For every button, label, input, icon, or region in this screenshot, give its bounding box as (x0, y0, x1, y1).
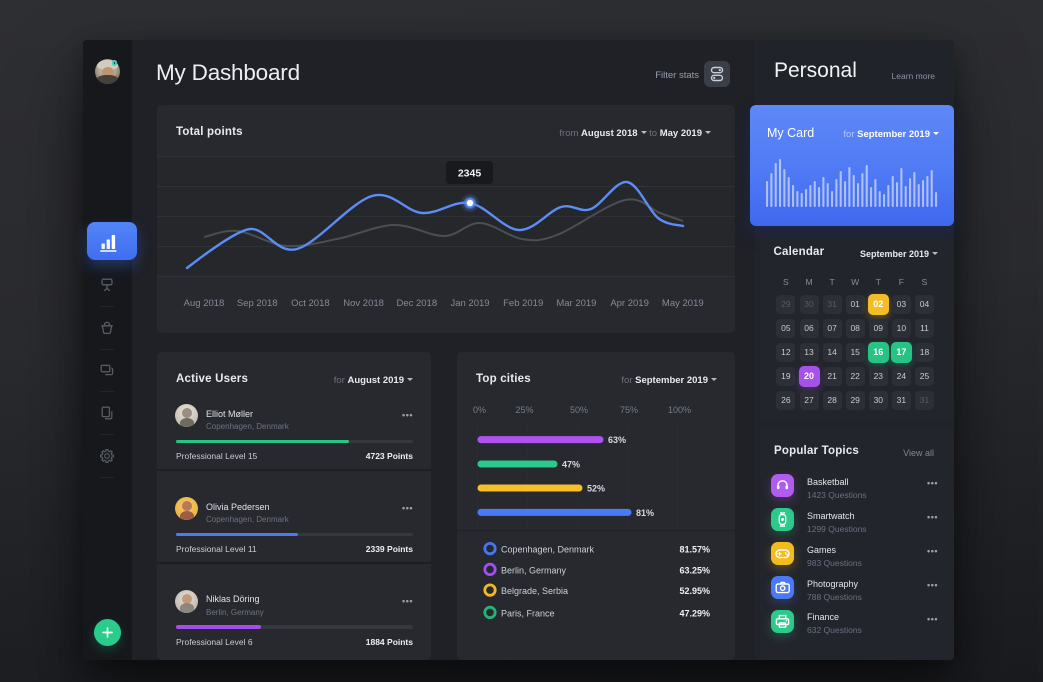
svg-text:75%: 75% (620, 405, 638, 415)
svg-text:Dec 2018: Dec 2018 (396, 298, 437, 309)
svg-text:2345: 2345 (458, 168, 482, 180)
svg-text:81%: 81% (636, 508, 654, 518)
svg-text:Jan 2019: Jan 2019 (450, 298, 489, 309)
svg-text:Paris, France: Paris, France (501, 609, 555, 619)
svg-text:Copenhagen, Denmark: Copenhagen, Denmark (501, 545, 595, 555)
svg-text:100%: 100% (668, 405, 691, 415)
svg-text:63%: 63% (608, 435, 626, 445)
svg-text:Aug 2018: Aug 2018 (184, 298, 225, 309)
svg-text:Oct 2018: Oct 2018 (291, 298, 330, 309)
svg-text:Sep 2018: Sep 2018 (237, 298, 278, 309)
svg-text:Belgrade, Serbia: Belgrade, Serbia (501, 586, 568, 596)
svg-text:Mar 2019: Mar 2019 (556, 298, 596, 309)
svg-text:52.95%: 52.95% (679, 586, 710, 596)
svg-text:Feb 2019: Feb 2019 (503, 298, 543, 309)
svg-text:81.57%: 81.57% (679, 545, 710, 555)
svg-text:47.29%: 47.29% (679, 609, 710, 619)
svg-text:Nov 2018: Nov 2018 (343, 298, 384, 309)
svg-text:0%: 0% (473, 405, 486, 415)
svg-text:47%: 47% (562, 460, 580, 470)
svg-text:25%: 25% (516, 405, 534, 415)
svg-text:52%: 52% (587, 484, 605, 494)
svg-text:63.25%: 63.25% (679, 566, 710, 576)
svg-text:Apr 2019: Apr 2019 (610, 298, 649, 309)
svg-text:Berlin, Germany: Berlin, Germany (501, 566, 567, 576)
svg-text:50%: 50% (570, 405, 588, 415)
svg-text:May 2019: May 2019 (662, 298, 704, 309)
